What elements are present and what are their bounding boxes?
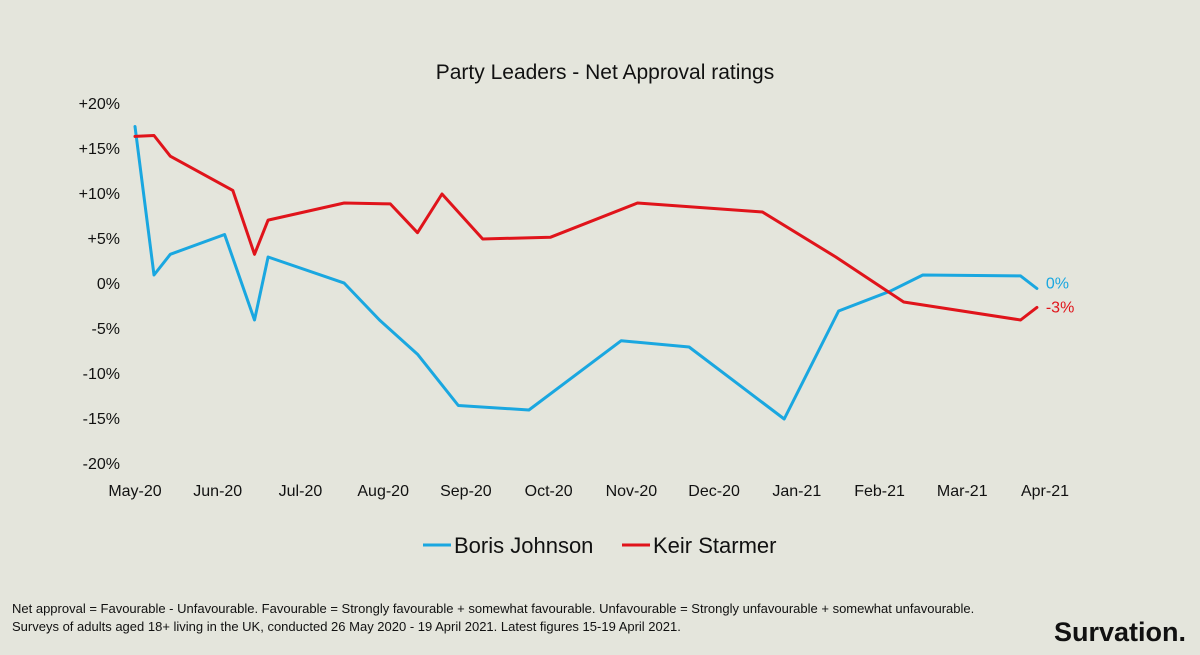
x-tick-label: Jun-20 xyxy=(193,483,242,500)
x-tick-label: Nov-20 xyxy=(606,483,658,500)
legend-item: Boris Johnson xyxy=(423,533,593,558)
x-tick-label: May-20 xyxy=(108,483,161,500)
x-tick-label: Jan-21 xyxy=(772,483,821,500)
x-axis: May-20 Jun-20 Jul-20 Aug-20 Sep-20 Oct-20 Nov-… xyxy=(108,483,1069,500)
y-tick-label: -10% xyxy=(83,366,120,383)
y-tick-label: +15% xyxy=(79,141,120,158)
x-tick-label: Sep-20 xyxy=(440,483,492,500)
y-tick-label: -15% xyxy=(83,411,120,428)
legend: Boris Johnson Keir Starmer xyxy=(423,533,776,558)
x-tick-label: Feb-21 xyxy=(854,483,905,500)
series-line-keir-starmer xyxy=(133,134,1039,322)
y-tick-label: +20% xyxy=(79,96,120,113)
x-tick-label: Apr-21 xyxy=(1021,483,1069,500)
y-tick-label: +5% xyxy=(88,231,120,248)
footnote-line-2: Surveys of adults aged 18+ living in the… xyxy=(12,619,681,634)
legend-label: Boris Johnson xyxy=(454,533,593,558)
x-tick-label: Jul-20 xyxy=(279,483,323,500)
x-tick-label: Dec-20 xyxy=(688,483,740,500)
y-tick-label: -5% xyxy=(92,321,120,338)
y-tick-label: +10% xyxy=(79,186,120,203)
legend-item: Keir Starmer xyxy=(622,533,776,558)
x-tick-label: Mar-21 xyxy=(937,483,988,500)
end-label: -3% xyxy=(1046,299,1074,316)
series-line-boris-johnson xyxy=(133,125,1039,421)
y-tick-label: 0% xyxy=(97,276,120,293)
end-label: 0% xyxy=(1046,276,1069,293)
footnote-line-1: Net approval = Favourable - Unfavourable… xyxy=(12,601,975,616)
end-labels: 0%-3% xyxy=(1046,276,1074,317)
x-tick-label: Aug-20 xyxy=(357,483,409,500)
y-tick-label: -20% xyxy=(83,456,120,473)
brand-logo: Survation. xyxy=(1053,617,1186,647)
y-axis: +20% +15% +10% +5% 0% -5% -10% -15% -20% xyxy=(79,96,120,473)
chart-title: Party Leaders - Net Approval ratings xyxy=(436,61,775,84)
legend-label: Keir Starmer xyxy=(653,533,776,558)
x-tick-label: Oct-20 xyxy=(525,483,573,500)
plot-area xyxy=(133,125,1039,421)
footnote: Net approval = Favourable - Unfavourable… xyxy=(12,600,974,636)
